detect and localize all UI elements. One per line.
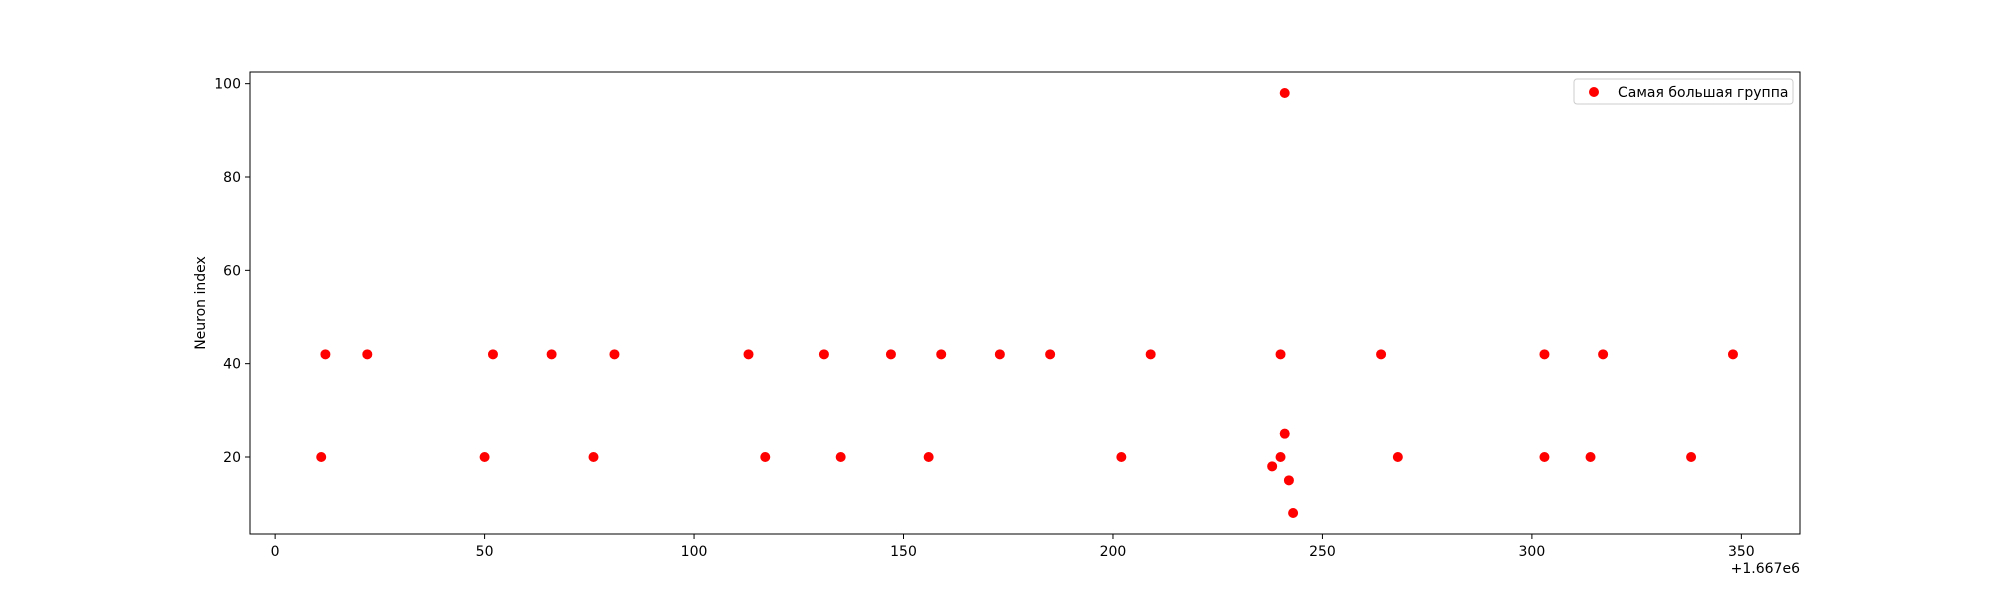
data-point	[1727, 349, 1738, 360]
data-point	[1145, 349, 1156, 360]
data-point	[994, 349, 1005, 360]
x-tick-label: 200	[1100, 544, 1127, 560]
data-point	[835, 452, 846, 462]
y-tick-label: 60	[223, 263, 241, 279]
data-point	[1045, 349, 1056, 360]
x-axis: 0 50 100 150 200 250 300 350	[271, 534, 1755, 560]
y-axis-label: Neuron index	[193, 256, 209, 350]
data-point	[1376, 349, 1387, 360]
data-point	[479, 452, 490, 462]
data-point	[885, 349, 896, 360]
data-point	[818, 349, 829, 360]
data-point	[487, 349, 498, 360]
data-point	[546, 349, 557, 360]
data-point	[1267, 461, 1278, 472]
data-point	[609, 349, 620, 360]
data-point	[760, 452, 771, 462]
y-tick-label: 100	[214, 77, 241, 93]
data-point	[1279, 88, 1290, 98]
x-tick-label: 150	[890, 544, 917, 560]
data-point	[1288, 508, 1299, 518]
legend-box	[1573, 78, 1794, 105]
x-tick-label: 250	[1309, 544, 1336, 560]
plot-background	[250, 72, 1800, 534]
legend-marker	[1589, 87, 1599, 97]
data-point	[316, 452, 327, 462]
y-tick-label: 20	[223, 450, 241, 466]
data-point	[1275, 349, 1286, 360]
y-axis: 20 40 60 80 100	[214, 77, 250, 466]
x-tick-label: 50	[476, 544, 494, 560]
data-point	[743, 349, 754, 360]
data-point	[1598, 349, 1609, 360]
data-point	[1275, 452, 1286, 462]
data-point	[1116, 452, 1127, 462]
legend-label: Самая большая группа	[1618, 85, 1788, 101]
y-tick-label: 40	[223, 357, 241, 373]
data-point	[1392, 452, 1403, 462]
legend: Самая большая группа	[1573, 78, 1794, 105]
data-point	[1686, 452, 1697, 462]
data-point	[1539, 452, 1550, 462]
data-point	[1585, 452, 1596, 462]
points-layer	[316, 88, 1738, 518]
plot-frame	[249, 71, 1801, 535]
data-point	[362, 349, 373, 360]
data-point	[936, 349, 947, 360]
data-point	[588, 452, 599, 462]
data-point	[1279, 428, 1290, 439]
x-offset-label: +1.667e6	[1731, 561, 1800, 577]
data-point	[1283, 475, 1294, 486]
data-point	[320, 349, 331, 360]
data-point	[1539, 349, 1550, 360]
x-tick-label: 300	[1519, 544, 1546, 560]
data-point	[923, 452, 934, 462]
x-tick-label: 0	[271, 544, 280, 560]
x-tick-label: 100	[681, 544, 708, 560]
x-tick-label: 350	[1728, 544, 1755, 560]
y-tick-label: 80	[223, 170, 241, 186]
